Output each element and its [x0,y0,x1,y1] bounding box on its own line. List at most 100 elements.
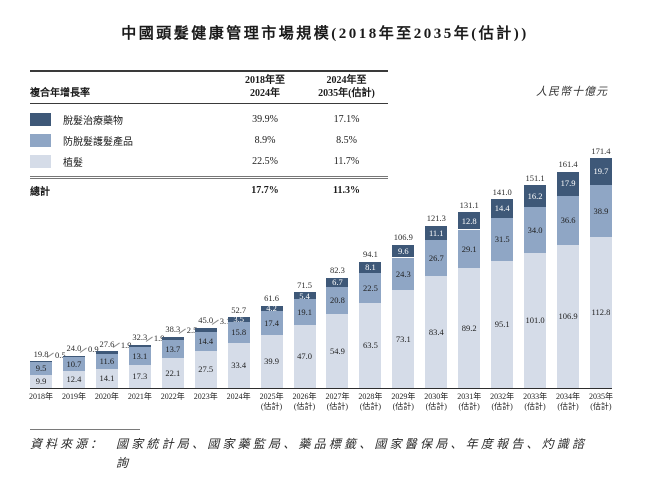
cagr-header-period2: 2024年至 2035年(估計) [305,75,388,100]
market-size-stacked-bar-chart: 9.9 9.5 0.5 19.8 2018年 12.4 10.7 0.9 24.0 2019年 14… [29,147,613,412]
source-note: 資料來源： 國家統計局、國家藥監局、藥品標籤、國家醫保局、年度報告、灼識諮 詢 [30,429,622,473]
segment-value-label: 13.7 [165,343,181,354]
bar-2034: 106.9 36.6 17.9 161.4 2034年 (估計) [556,148,580,411]
segment-value-label: 3.5 [233,314,244,325]
segment-hair-transplant-2021: 17.3 [128,364,151,388]
segment-value-label: 9.9 [35,376,47,387]
segment-anti-hair-loss-care-products-2024: 15.8 [227,322,250,344]
segment-hair-transplant-2018: 9.9 [30,374,52,388]
bar-2020: 14.1 11.6 1.9 27.6 2020年 [95,148,132,401]
segment-value-label: 4.2 [266,303,277,314]
segment-value-label: 22.5 [362,282,378,293]
segment-hair-transplant-2027: 54.9 [326,314,349,388]
x-axis-label-2027: 2027年 (估計) [325,392,350,412]
segment-anti-hair-loss-care-products-2027: 20.8 [326,286,349,315]
legend-swatch-anti-hair-loss-care-products [30,134,51,147]
segment-value-label: 24.3 [395,268,411,279]
segment-value-label: 95.1 [494,319,510,330]
total-value-label-2034: 161.4 [558,159,578,170]
total-value-label-2021: 32.3 [132,332,148,343]
legend-row-hair-loss-treatment-drugs: 脫髮治療藥物 39.9% 17.1% [30,109,388,130]
segment-value-label: 14.4 [494,203,510,214]
segment-value-label-outside: 1.9 [120,339,132,350]
legend-row-hair-transplant: 植髮 22.5% 11.7% [30,151,388,172]
bar-2018: 9.9 9.5 0.5 19.8 2018年 [29,148,66,401]
segment-hair-transplant-2034: 106.9 [557,244,579,388]
x-axis-label-2024: 2024年 [226,392,251,401]
cagr-header-period1-line2: 2024年 [250,87,280,99]
segment-anti-hair-loss-care-products-2018: 9.5 [30,362,52,375]
x-axis-label-2023: 2023年 [193,392,218,401]
cagr-table-header: 複合年增長率 2018年至 2024年 2024年至 2035年(估計) [30,70,388,104]
cagr-value: 22.5% [252,156,278,167]
segment-anti-hair-loss-care-products-2019: 10.7 [62,357,85,372]
segment-value-label: 11.6 [99,356,115,367]
segment-value-label: 26.7 [428,253,444,264]
bar-2025: 39.9 17.4 4.2 61.6 2025年 (估計) [260,148,284,411]
bar-2026: 47.0 19.1 5.4 71.5 2026年 (估計) [293,148,317,412]
total-value-label-2027: 82.3 [330,265,345,276]
segment-anti-hair-loss-care-products-2020: 11.6 [95,353,118,370]
segment-value-label: 27.5 [198,364,214,375]
segment-value-label-outside: 2.5 [186,325,198,336]
segment-anti-hair-loss-care-products-2033: 34.0 [524,207,547,253]
bar-2035: 112.8 38.9 19.7 171.4 2035年 (估計) [589,147,613,412]
segment-anti-hair-loss-care-products-2032: 31.5 [491,218,514,261]
total-value-label-2019: 24.0 [66,343,82,354]
x-axis-label-2026: 2026年 (估計) [292,392,317,412]
x-axis-label-2022: 2022年 [160,392,185,401]
x-axis-label-2019: 2019年 [61,392,86,401]
x-axis-line [30,388,612,389]
cagr-total-label: 總計 [30,187,50,198]
x-axis-label-2032: 2032年 (估計) [490,392,515,412]
legend-label: 防脫髮護髮產品 [63,137,133,148]
x-axis-label-2031: 2031年 (估計) [457,392,482,412]
segment-value-label: 106.9 [558,311,578,322]
x-axis-label-2018: 2018年 [29,392,53,401]
segment-hair-transplant-2033: 101.0 [524,252,547,388]
segment-hair-loss-treatment-drugs-2025: 4.2 [260,303,283,314]
segment-hair-transplant-2032: 95.1 [491,260,514,388]
segment-hair-loss-treatment-drugs-2022 [161,336,184,341]
segment-value-label: 9.5 [35,363,47,374]
segment-anti-hair-loss-care-products-2031: 29.1 [458,229,481,269]
segment-anti-hair-loss-care-products-2022: 13.7 [161,340,184,359]
segment-hair-transplant-2024: 33.4 [227,343,250,388]
x-axis-label-2029: 2029年 (估計) [391,392,416,412]
segment-value-label: 15.8 [231,327,247,338]
bar-2023: 27.5 14.4 3.1 45.0 2023年 [194,148,231,401]
total-value-label-2020: 27.6 [99,338,115,349]
segment-value-label: 6.7 [332,276,343,287]
total-value-label-2032: 141.0 [492,186,512,197]
x-axis-label-2035: 2035年 (估計) [588,392,613,412]
segment-value-label: 13.1 [132,350,148,361]
cagr-value: 8.9% [254,135,276,146]
total-value-label-2023: 45.0 [198,315,214,326]
total-value-label-2029: 106.9 [393,232,413,243]
segment-hair-loss-treatment-drugs-2024: 3.5 [227,314,250,325]
segment-value-label: 19.1 [297,306,312,317]
segment-hair-transplant-2023: 27.5 [194,351,217,388]
total-value-label-2026: 71.5 [297,279,312,290]
legend-label: 脫髮治療藥物 [63,116,123,127]
chart-bars: 9.9 9.5 0.5 19.8 2018年 12.4 10.7 0.9 24.0 2019年 14… [29,147,613,412]
segment-value-label: 9.6 [398,245,409,256]
segment-value-label: 11.1 [428,227,444,238]
bar-2021: 17.3 13.1 1.9 32.3 2021年 [128,148,165,401]
segment-value-label: 63.5 [362,340,378,351]
segment-hair-loss-treatment-drugs-2028: 8.1 [359,261,382,273]
segment-hair-loss-treatment-drugs-2033: 16.2 [524,185,547,208]
source-line1: 國家統計局、國家藥監局、藥品標籤、國家醫保局、年度報告、灼識諮 [116,437,588,451]
segment-anti-hair-loss-care-products-2034: 36.6 [557,195,579,245]
segment-value-label: 29.1 [461,243,477,254]
cagr-header-period2-line2: 2035年(估計) [318,87,375,99]
segment-hair-loss-treatment-drugs-2035: 19.7 [589,158,612,185]
segment-value-label: 34.0 [527,224,543,235]
cagr-header-label: 複合年增長率 [30,87,90,99]
bar-2028: 63.5 22.5 8.1 94.1 2028年 (估計) [358,148,382,411]
segment-value-label: 14.4 [198,336,214,347]
segment-value-label: 112.8 [591,307,611,318]
cagr-legend-table: 複合年增長率 2018年至 2024年 2024年至 2035年(估計) 脫髮治… [30,70,388,198]
cagr-value: 8.5% [336,135,357,146]
total-value-label-2031: 131.1 [459,199,479,210]
